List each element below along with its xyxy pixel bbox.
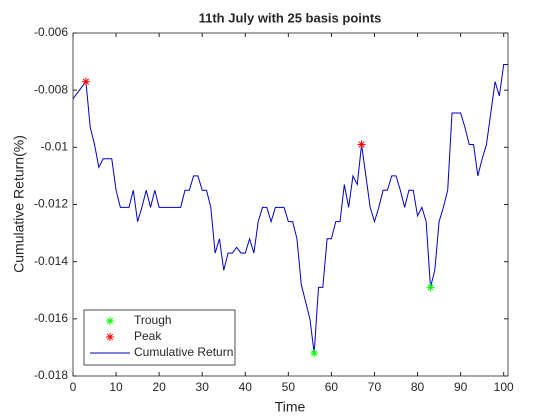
x-tick-label: 20	[152, 380, 166, 394]
legend-marker	[106, 317, 114, 325]
x-tick-label: 10	[109, 380, 123, 394]
x-tick-label: 30	[196, 380, 210, 394]
peak-trough-marker	[357, 140, 366, 149]
return-line	[72, 63, 508, 354]
y-tick-label: -0.016	[34, 311, 68, 325]
peak-trough-marker	[310, 349, 319, 358]
legend-label: Trough	[134, 313, 172, 327]
y-tick-label: -0.012	[34, 197, 68, 211]
peak-trough-marker	[426, 283, 435, 292]
y-tick-label: -0.014	[34, 254, 68, 268]
x-tick-label: 40	[239, 380, 253, 394]
x-tick-label: 60	[325, 380, 339, 394]
y-axis-label: Cumulative Return(%)	[11, 135, 27, 273]
legend-label: Peak	[134, 329, 162, 343]
x-tick-label: 90	[454, 380, 468, 394]
x-tick-label: 50	[282, 380, 296, 394]
y-tick-label: -0.018	[34, 368, 68, 382]
chart-title: 11th July with 25 basis points	[199, 10, 382, 25]
legend-marker	[106, 333, 114, 341]
y-tick-label: -0.006	[34, 25, 68, 39]
legend: Trough Peak Cumulative Return	[83, 309, 236, 366]
x-tick-label: 70	[368, 380, 382, 394]
x-axis-label: Time	[275, 399, 306, 415]
legend-label: Cumulative Return	[134, 345, 233, 359]
peak-trough-marker	[81, 77, 90, 86]
x-tick-label: 100	[494, 380, 514, 394]
y-tick-label: -0.008	[34, 82, 68, 96]
x-tick-label: 0	[70, 380, 77, 394]
x-tick-label: 80	[411, 380, 425, 394]
y-tick-label: -0.01	[41, 140, 69, 154]
